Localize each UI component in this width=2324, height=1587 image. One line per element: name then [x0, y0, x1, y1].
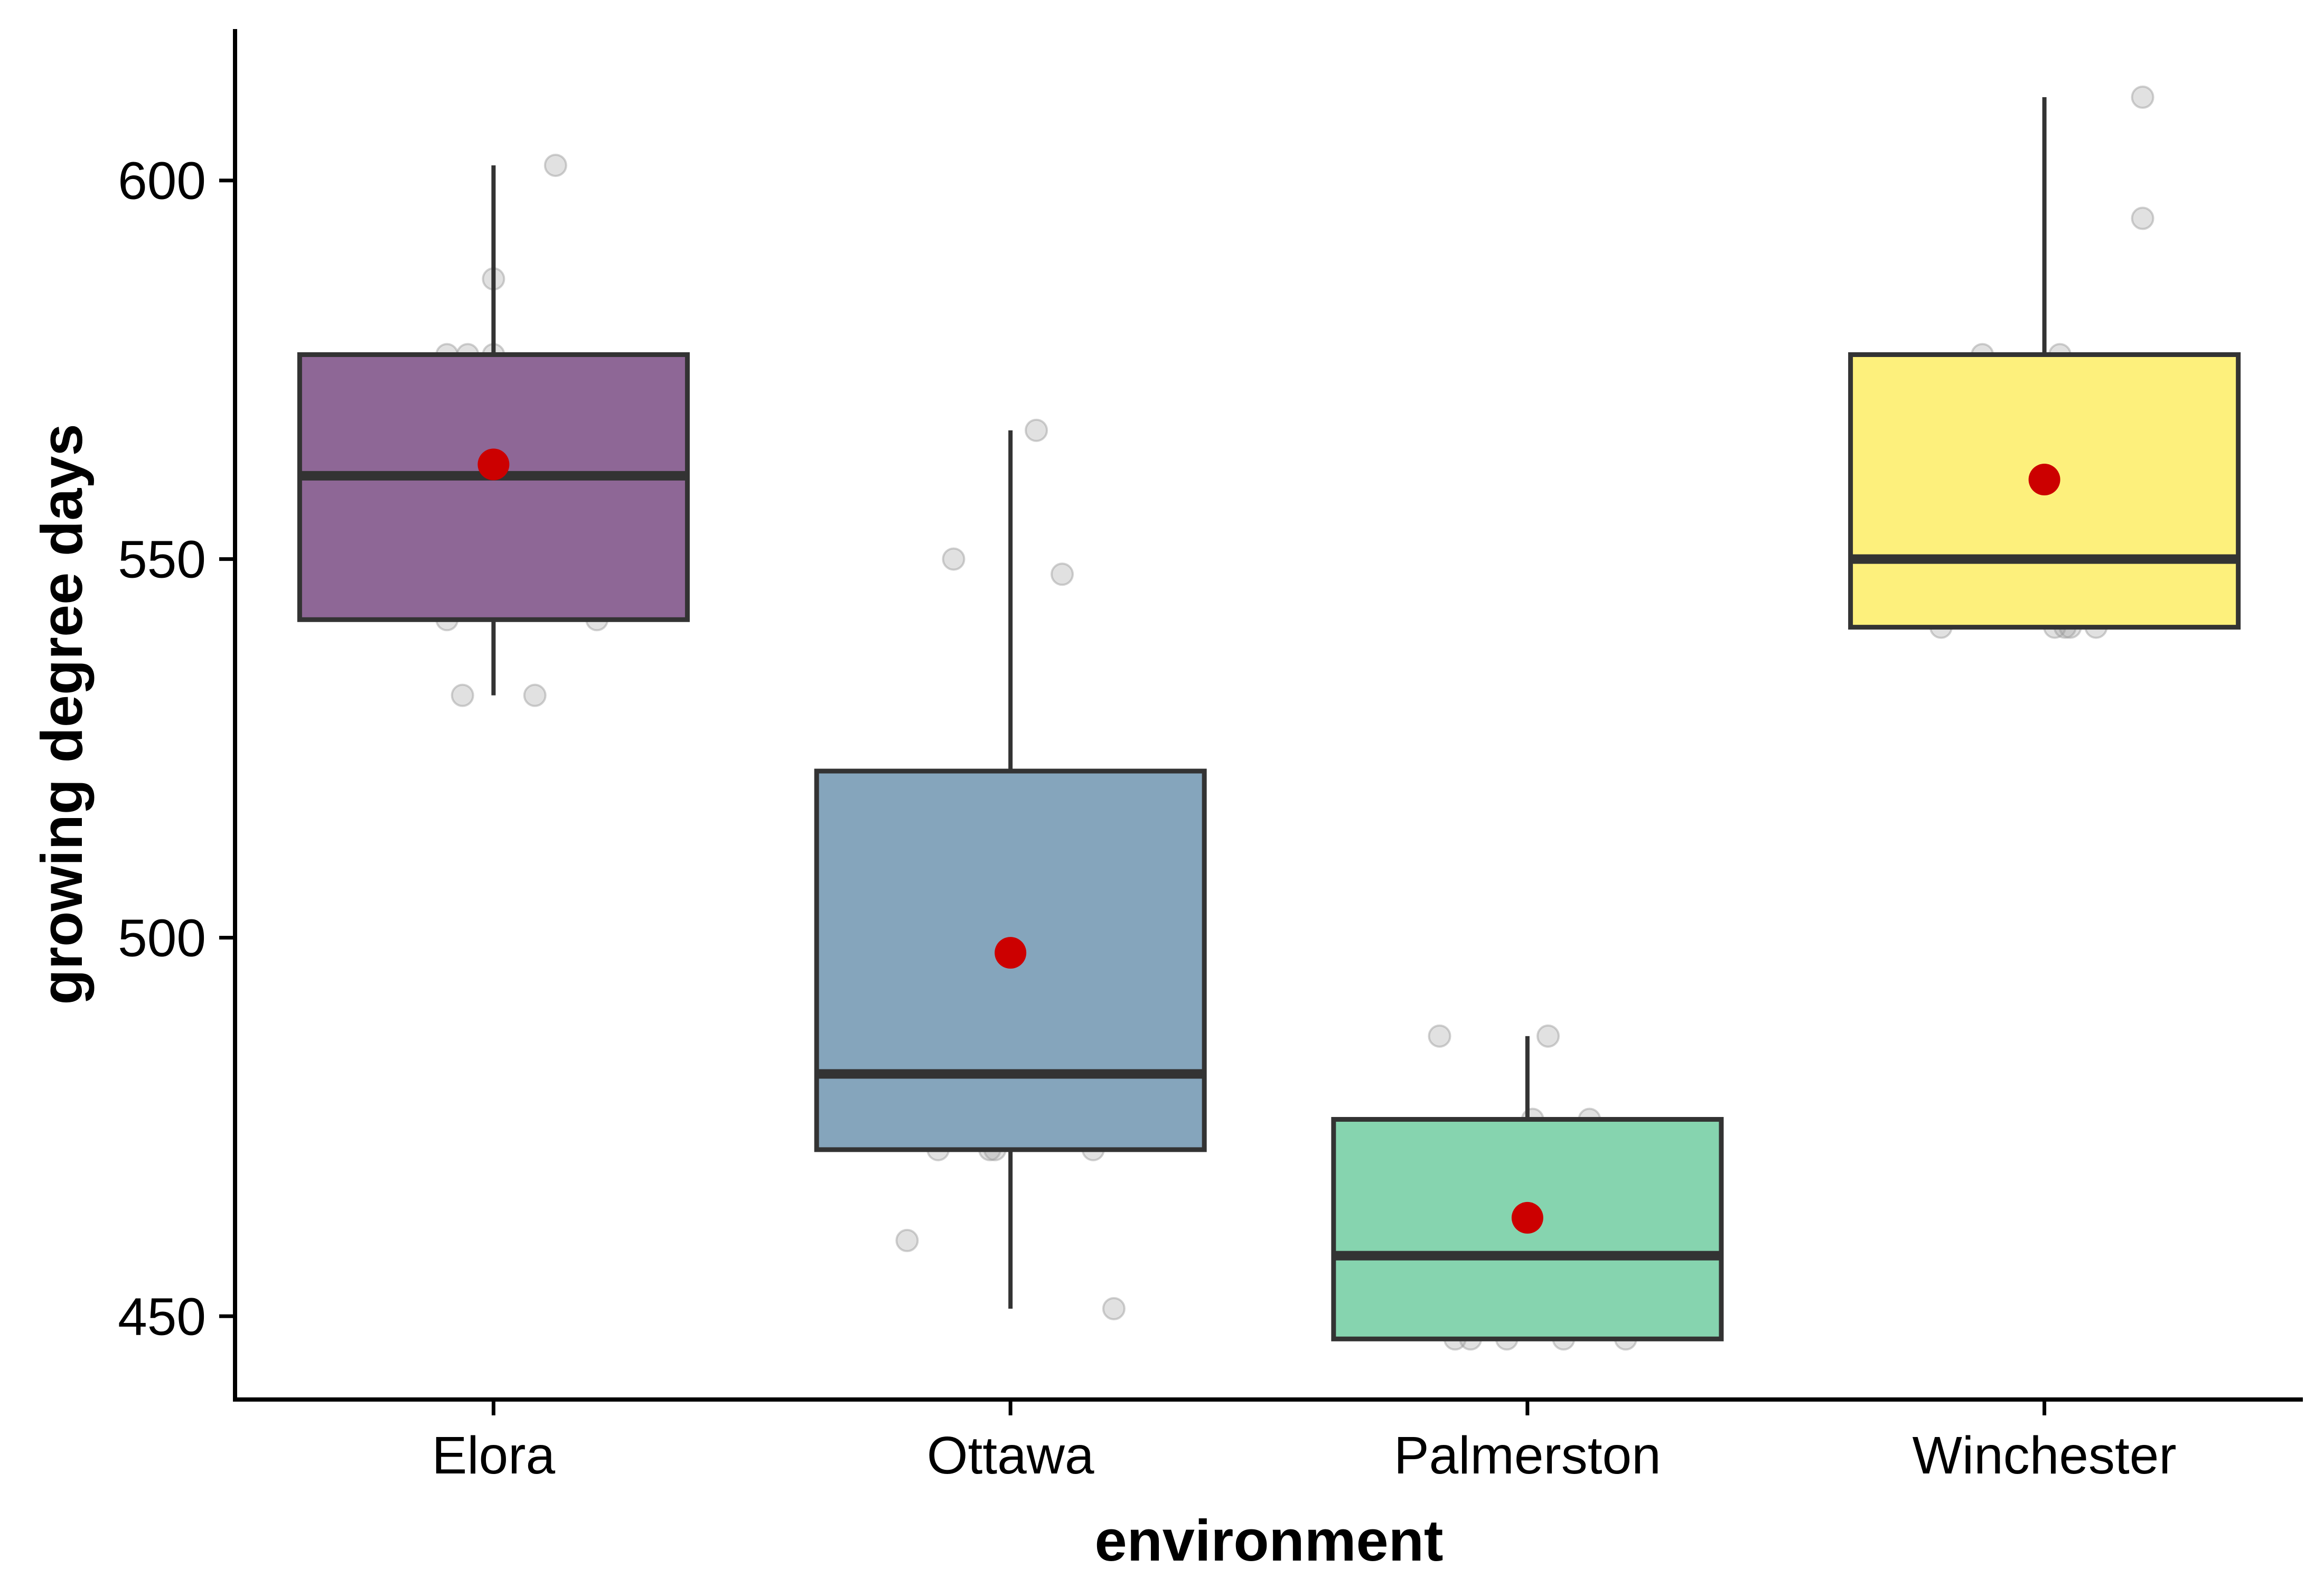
jitter-point	[1102, 1297, 1126, 1320]
mean-point	[995, 937, 1027, 969]
box-elora	[297, 352, 690, 622]
x-tick-label: Elora	[432, 1426, 556, 1485]
y-tick-label: 550	[118, 530, 206, 589]
x-tick-label: Winchester	[1913, 1426, 2177, 1485]
jitter-point	[1025, 418, 1048, 442]
mean-point	[2028, 464, 2060, 496]
y-tick-label: 600	[118, 152, 206, 211]
jitter-point	[543, 154, 567, 177]
mean-points-layer	[477, 448, 2060, 1234]
y-axis-title: growing degree days	[30, 424, 95, 1004]
jitter-points-layer	[389, 86, 2154, 1351]
mean-point	[477, 448, 510, 481]
axes-layer	[233, 29, 2303, 1402]
jitter-point	[2131, 86, 2154, 109]
y-tick-label: 450	[118, 1287, 206, 1346]
jitter-point	[895, 1228, 919, 1252]
jitter-point	[451, 683, 474, 707]
jitter-point	[523, 683, 547, 707]
ticks-layer: Elora Ottawa Palmerston Winchester 450 500 550…	[118, 152, 2177, 1485]
jitter-point	[942, 547, 966, 571]
jitter-point	[1051, 562, 1074, 586]
boxes-layer	[297, 97, 2241, 1341]
mean-point	[1511, 1201, 1543, 1234]
jitter-point	[2131, 206, 2154, 230]
x-axis-title: environment	[1094, 1508, 1443, 1573]
box-palmerston	[1331, 1117, 1724, 1341]
jitter-point	[1428, 1024, 1451, 1048]
jitter-point	[1536, 1024, 1560, 1048]
x-tick-label: Ottawa	[927, 1426, 1094, 1485]
x-tick-label: Palmerston	[1394, 1426, 1661, 1485]
y-tick-label: 500	[118, 908, 206, 968]
